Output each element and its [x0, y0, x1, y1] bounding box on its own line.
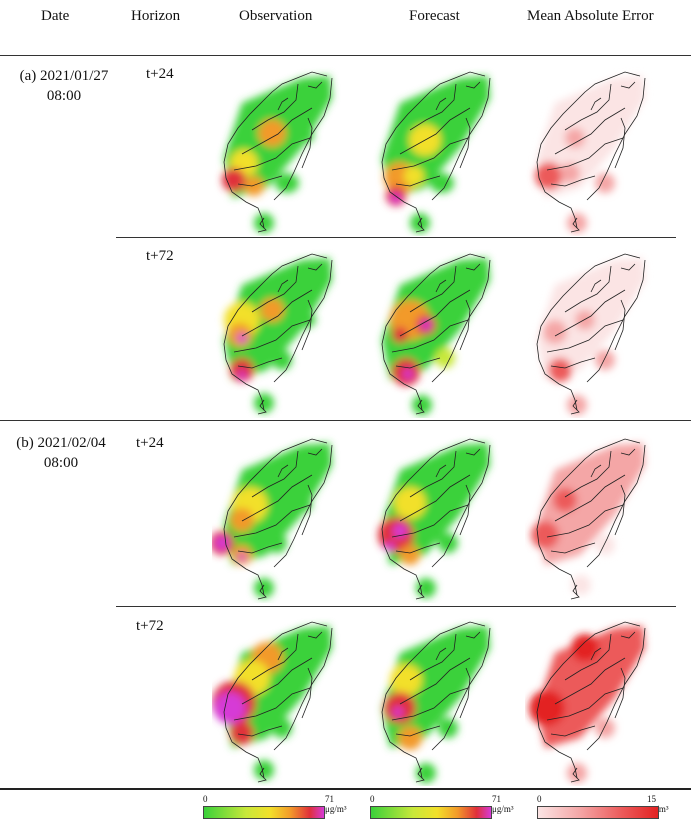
colorbar-mae-gradient [537, 806, 659, 819]
map-a-t24-observation [222, 71, 333, 233]
case-b-time: 08:00 [43, 455, 79, 471]
map-a-t24-forecast [381, 71, 491, 233]
case-b-label: (b) 2021/02/04 08:00 [6, 433, 116, 473]
colorbar-mae-min: 0 [537, 794, 542, 804]
map-a-t72-forecast [381, 253, 491, 415]
colorbar-forecast-max: 71 μg/m³ [492, 794, 514, 814]
map-b-t72-forecast [381, 621, 491, 783]
header-forecast: Forecast [409, 8, 460, 24]
horizon-a2: t+72 [146, 248, 174, 264]
bottom-rule [0, 788, 691, 790]
colorbar-forecast-min: 0 [370, 794, 375, 804]
map-b-t24-observation [212, 438, 333, 600]
case-b-date: (b) 2021/02/04 [16, 435, 106, 451]
colorbar-forecast-gradient [370, 806, 492, 819]
map-a-t72-mae [536, 253, 646, 415]
header-mae: Mean Absolute Error [527, 8, 654, 24]
horizon-a1: t+24 [146, 66, 174, 82]
colorbar-observation-gradient [203, 806, 325, 819]
header-horizon: Horizon [131, 8, 181, 24]
colorbar-observation-max: 71 μg/m³ [325, 794, 347, 814]
case-a-time: 08:00 [46, 88, 82, 104]
header-date: Date [41, 8, 70, 24]
header-rule [0, 55, 691, 56]
map-b-t72-observation [212, 621, 333, 783]
map-a-t72-observation [223, 253, 333, 415]
map-b-t24-mae [531, 438, 646, 600]
row-divider-a [116, 237, 676, 238]
case-divider [0, 420, 691, 421]
header-observation: Observation [239, 8, 313, 24]
map-b-t24-forecast [378, 438, 491, 600]
case-a-label: (a) 2021/01/27 08:00 [14, 66, 114, 106]
map-a-t24-mae [535, 71, 646, 233]
horizon-b2: t+72 [136, 618, 164, 634]
map-b-t72-mae [529, 621, 646, 783]
case-a-date: (a) 2021/01/27 [19, 68, 109, 84]
row-divider-b [116, 606, 676, 607]
horizon-b1: t+24 [136, 435, 164, 451]
colorbar-observation-min: 0 [203, 794, 208, 804]
